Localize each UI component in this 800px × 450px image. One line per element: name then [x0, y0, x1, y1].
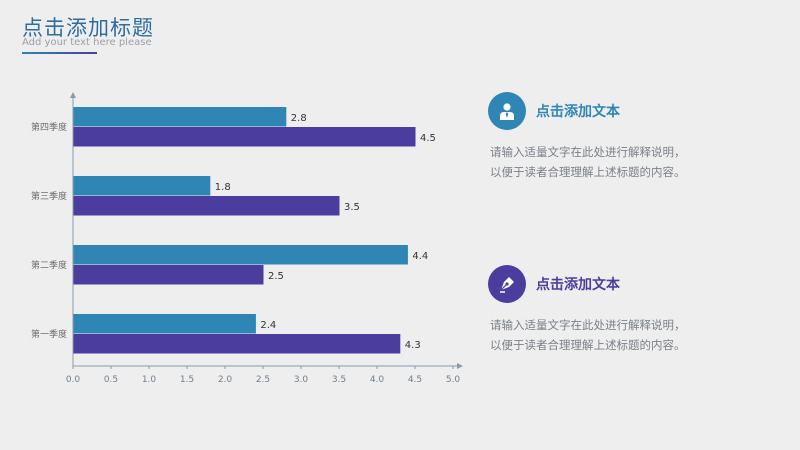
person-icon [500, 103, 514, 120]
category-label: 第三季度 [31, 190, 67, 202]
x-tick-label: 3.0 [294, 375, 309, 385]
x-tick-label: 0.5 [104, 375, 118, 385]
category-label: 第二季度 [31, 259, 67, 271]
title-underline [22, 52, 97, 54]
bar [73, 265, 264, 285]
page-subtitle: Add your text here please [22, 37, 152, 48]
data-label: 4.3 [405, 340, 421, 351]
bar [73, 245, 408, 265]
x-tick-label: 5.0 [446, 375, 461, 385]
data-label: 4.4 [412, 251, 428, 262]
bar [73, 127, 416, 147]
category-label: 第一季度 [31, 328, 67, 340]
category-label: 第四季度 [31, 121, 67, 133]
x-tick-label: 0.0 [66, 375, 81, 385]
x-tick-label: 4.0 [370, 375, 385, 385]
bar [73, 314, 256, 334]
x-axis-arrow [457, 363, 463, 369]
bar [73, 107, 287, 127]
x-tick-label: 2.5 [256, 375, 270, 385]
x-tick-label: 4.5 [408, 375, 422, 385]
pen-nib-icon [500, 277, 514, 293]
x-tick-label: 3.5 [332, 375, 346, 385]
info-icon-circle-2 [488, 265, 526, 303]
data-label: 3.5 [344, 202, 360, 213]
bar [73, 196, 340, 216]
bar [73, 176, 211, 196]
info-body-1: 请输入适量文字在此处进行解释说明， 以便于读者合理理解上述标题的内容。 [490, 142, 760, 182]
y-axis-arrow [70, 92, 76, 98]
data-label: 2.5 [268, 271, 284, 282]
bar [73, 334, 401, 354]
x-tick-label: 1.5 [180, 375, 194, 385]
info-body-2-line-1: 请输入适量文字在此处进行解释说明， [490, 318, 686, 332]
info-body-2-line-2: 以便于读者合理理解上述标题的内容。 [490, 338, 686, 352]
x-tick-label: 1.0 [142, 375, 157, 385]
info-body-2: 请输入适量文字在此处进行解释说明， 以便于读者合理理解上述标题的内容。 [490, 315, 760, 355]
info-body-1-line-2: 以便于读者合理理解上述标题的内容。 [490, 165, 686, 179]
info-heading-2: 点击添加文本 [536, 277, 620, 293]
x-tick-label: 2.0 [218, 375, 233, 385]
data-label: 1.8 [215, 182, 231, 193]
info-icon-circle-1 [488, 92, 526, 130]
info-body-1-line-1: 请输入适量文字在此处进行解释说明， [490, 145, 686, 159]
info-heading-1: 点击添加文本 [536, 104, 620, 120]
data-label: 2.4 [260, 320, 276, 331]
page-title: 点击添加标题 [22, 16, 154, 40]
data-label: 4.5 [420, 133, 436, 144]
data-label: 2.8 [291, 113, 307, 124]
